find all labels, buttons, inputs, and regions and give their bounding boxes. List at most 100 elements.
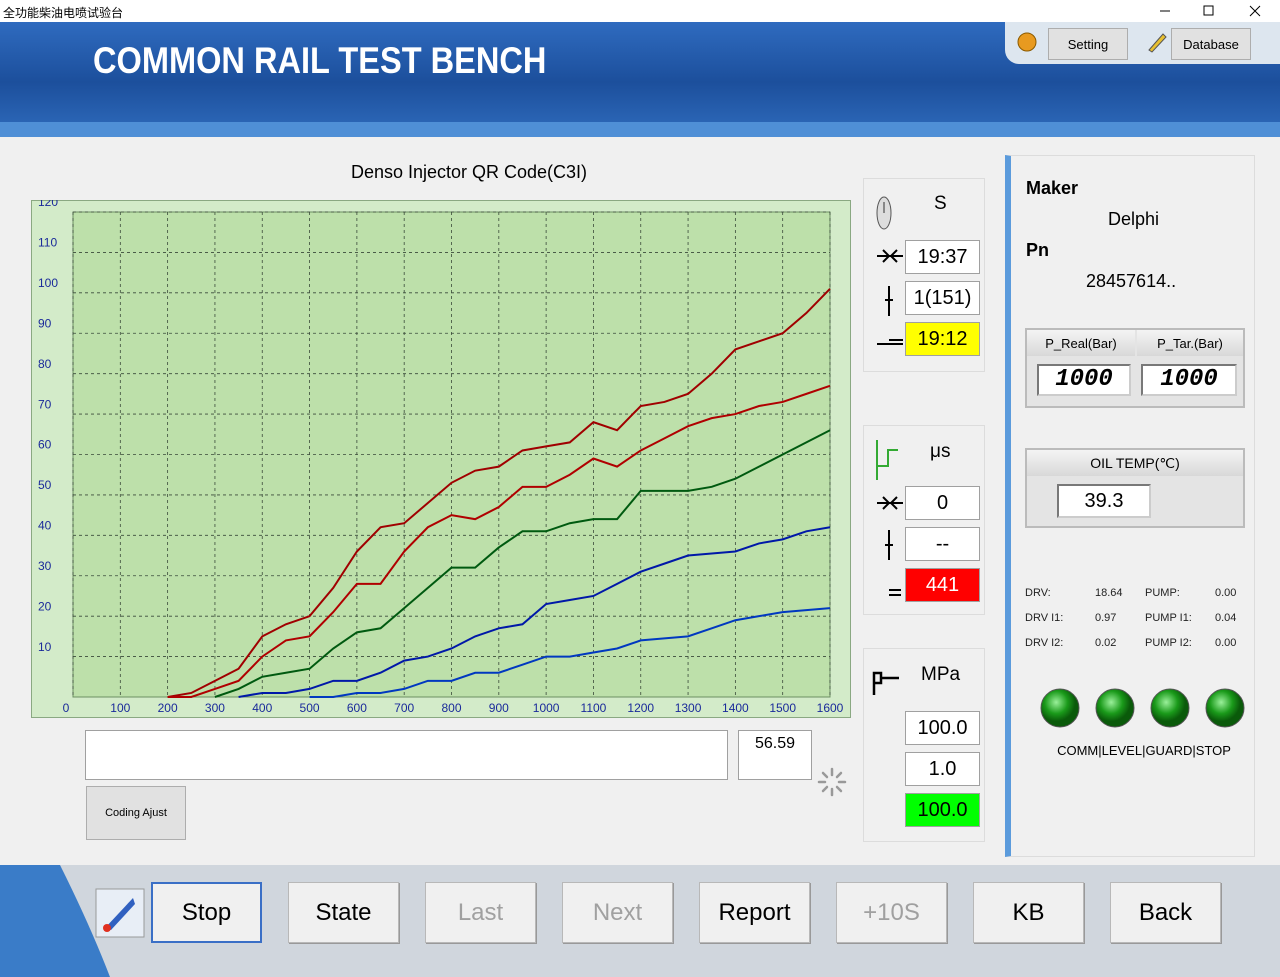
timer-unit: S [934,193,947,214]
edit-icon[interactable] [1145,30,1169,54]
y-tick-label: 70 [38,397,52,411]
timer-panel: S 19:37 1(151) 19:12 [863,178,985,372]
indicator-label: COMM|LEVEL|GUARD|STOP [1057,743,1231,758]
pulse-panel: μs 0 -- 441 [863,425,985,615]
close[interactable] [1249,5,1261,17]
series-line [167,288,831,698]
window-title: 全功能柴油电喷试验台 [3,6,124,20]
oil-temp-label: OIL TEMP(℃) [1027,450,1243,476]
reading-label: PUMP: [1145,587,1180,599]
pulse-step: -- [905,527,980,561]
footer-button[interactable]: Report [699,882,810,943]
y-tick-label: 40 [38,519,52,533]
value-box: 56.59 [738,730,812,780]
pulse-set: 0 [905,486,980,520]
window-controls[interactable] [1150,0,1280,22]
x-tick-label: 400 [252,701,272,715]
y-tick-label: 80 [38,357,52,371]
y-tick-label: 20 [38,599,52,613]
x-tick-label: 100 [110,701,130,715]
x-tick-label: 1500 [769,701,796,715]
setting-button[interactable]: Setting [1048,28,1128,60]
x-tick-label: 500 [300,701,320,715]
x-tick-label: 1600 [817,701,844,715]
x-tick-label: 600 [347,701,367,715]
pn-value: 28457614.. [1086,271,1177,291]
readings: DRV: 18.64 PUMP: 0.00 DRV I1: 0.97 PUMP I1: 0.0… [1011,156,1251,676]
reading-value: 0.02 [1095,637,1117,649]
reading-label: PUMP I1: [1145,612,1192,624]
level-light [1095,688,1135,728]
timer-count: 1(151) [905,281,980,315]
x-tick-label: 200 [158,701,178,715]
database-button[interactable]: Database [1171,28,1251,60]
comm-light [1040,688,1080,728]
title-bar: 全功能柴油电喷试验台 [0,0,1280,22]
coding-adjust-button[interactable]: Coding Ajust [86,786,186,840]
p-real-label: P_Real(Bar) [1027,330,1135,356]
timer-remaining: 19:12 [905,322,980,356]
maker-label: Maker [1026,178,1079,198]
reading-value: 0.04 [1215,612,1237,624]
series-line [214,429,831,698]
pressure-icon [872,671,899,695]
p-target-value: 1000 [1141,364,1237,396]
footer-button[interactable]: State [288,882,399,943]
reading-label: DRV I1: [1025,612,1064,624]
info-panel: Maker Delphi Pn 28457614.. P_Real(Bar) P… [1005,155,1255,857]
x-tick-label: 800 [441,701,461,715]
x-tick-label: 700 [394,701,414,715]
rocket-icon[interactable] [95,888,145,938]
x-tick-label: 1400 [722,701,749,715]
header: COMMON RAIL TEST BENCH Setting Database [0,22,1280,122]
code-input[interactable] [85,730,728,780]
footer-button[interactable]: KB [973,882,1084,943]
series-line [238,526,831,698]
p-target-label: P_Tar.(Bar) [1137,330,1243,356]
x-tick-label: 0 [63,701,70,715]
x-tick-label: 900 [489,701,509,715]
stop-light [1205,688,1245,728]
help-icon[interactable] [1015,30,1039,54]
y-tick-label: 100 [38,276,58,290]
indicator-lights [1040,688,1245,728]
x-tick-label: 1200 [627,701,654,715]
reading-value: 0.00 [1215,637,1237,649]
row-icons [877,249,903,596]
series-line [309,607,831,698]
footer-swoosh [0,865,110,977]
footer-button[interactable]: Next [562,882,673,943]
oil-temp-value: 39.3 [1057,484,1151,518]
pressure-set: 100.0 [905,711,980,745]
p-real-value: 1000 [1037,364,1131,396]
rail-pressure-box: P_Real(Bar) P_Tar.(Bar) 1000 1000 [1025,328,1245,408]
pressure-step: 1.0 [905,752,980,786]
maker-value: Delphi [1108,209,1160,229]
x-tick-label: 1000 [533,701,560,715]
pulse-unit: μs [930,441,951,462]
y-tick-label: 10 [38,640,52,654]
header-title: COMMON RAIL TEST BENCH [93,40,547,81]
footer-button[interactable]: Last [425,882,536,943]
reading-label: PUMP I2: [1145,637,1192,649]
footer-button[interactable]: +10S [836,882,947,943]
footer-button[interactable]: Back [1110,882,1221,943]
y-tick-label: 120 [38,200,58,209]
y-tick-label: 90 [38,316,52,330]
y-tick-label: 30 [38,559,52,573]
pulse-icon [876,440,898,480]
y-tick-label: 60 [38,438,52,452]
pressure-panel: MPa 100.0 1.0 100.0 [863,648,985,842]
restore[interactable] [1203,5,1214,16]
timer-set: 19:37 [905,240,980,274]
footer-button[interactable]: Stop [151,882,262,943]
reading-value: 18.64 [1095,587,1123,599]
y-tick-label: 50 [38,478,52,492]
chart-title: Denso Injector QR Code(C3I) [350,162,588,182]
reading-value: 0.97 [1095,612,1117,624]
header-strip [0,122,1280,137]
reading-value: 0.00 [1215,587,1237,599]
x-tick-label: 300 [205,701,225,715]
pressure-unit: MPa [921,664,961,685]
